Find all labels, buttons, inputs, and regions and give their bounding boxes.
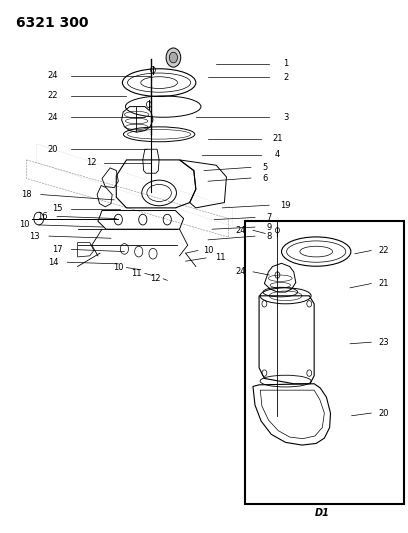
- Text: 23: 23: [378, 338, 389, 346]
- Text: 10: 10: [203, 246, 213, 255]
- Text: 5: 5: [263, 163, 268, 172]
- Text: 6: 6: [262, 174, 268, 182]
- Text: 12: 12: [150, 274, 160, 283]
- Circle shape: [169, 52, 177, 63]
- Text: 9: 9: [267, 223, 272, 231]
- Text: 13: 13: [29, 232, 40, 240]
- Text: 10: 10: [19, 221, 30, 229]
- Text: 14: 14: [48, 258, 58, 266]
- Text: 17: 17: [52, 245, 62, 254]
- Text: 15: 15: [52, 205, 62, 213]
- Text: 24: 24: [235, 268, 246, 276]
- Text: 12: 12: [86, 158, 97, 167]
- Text: D1: D1: [315, 508, 330, 518]
- Text: 24: 24: [48, 71, 58, 80]
- Text: 20: 20: [378, 409, 389, 417]
- Text: 24: 24: [48, 113, 58, 122]
- Text: 2: 2: [283, 73, 288, 82]
- Text: 10: 10: [113, 263, 124, 272]
- Text: 8: 8: [266, 232, 272, 240]
- Text: 11: 11: [131, 269, 142, 278]
- Text: 11: 11: [215, 254, 226, 262]
- Text: 3: 3: [283, 113, 288, 122]
- Text: 18: 18: [21, 190, 32, 199]
- Circle shape: [166, 48, 181, 67]
- Text: 20: 20: [48, 145, 58, 154]
- Text: 6321 300: 6321 300: [16, 16, 89, 30]
- Text: 21: 21: [378, 279, 389, 288]
- Text: 16: 16: [38, 212, 48, 221]
- Text: 19: 19: [280, 201, 291, 209]
- Text: 1: 1: [283, 60, 288, 68]
- Text: 22: 22: [378, 246, 389, 255]
- Text: 24: 24: [235, 226, 246, 235]
- Text: 7: 7: [266, 213, 272, 222]
- Bar: [245, 221, 404, 504]
- Text: 4: 4: [275, 150, 280, 159]
- Text: 22: 22: [48, 92, 58, 100]
- Text: 21: 21: [272, 134, 283, 143]
